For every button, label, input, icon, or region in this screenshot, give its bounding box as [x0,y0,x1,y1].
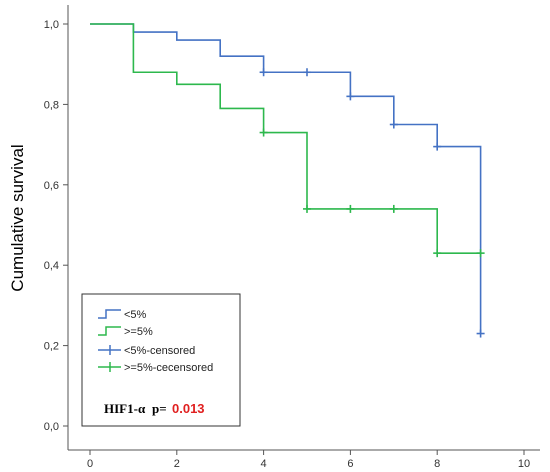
x-tick-label: 6 [347,458,353,470]
legend-box [81,293,241,427]
censor-mark [433,249,442,258]
series-line-1 [90,23,481,254]
legend-entry: >=5%-cecensored [98,362,213,374]
censor-mark [389,120,398,129]
censor-mark [433,142,442,151]
y-axis-title: Cumulative survival [8,144,27,291]
censor-mark [346,92,355,101]
censor-mark [346,204,355,213]
x-tick-label: 10 [518,458,530,470]
x-tick-label: 0 [87,458,93,470]
x-tick-label: 8 [434,458,440,470]
series-line-0 [90,23,482,334]
legend-label: >=5% [124,326,153,338]
x-tick-label: 2 [174,458,180,470]
y-tick-label: 0,8 [44,99,59,111]
y-tick-label: 0,4 [44,260,59,272]
y-tick-label: 0,2 [44,341,59,353]
censor-mark [259,68,268,77]
censor-mark [476,329,485,338]
censor-mark [259,128,268,137]
legend-swatch-step [98,326,121,336]
censor-mark [389,204,398,213]
censor-mark [303,204,311,213]
censor-mark [303,68,311,77]
annotation-p-label: p= [152,401,167,416]
x-tick-label: 4 [261,458,267,470]
legend-entry: <5%-censored [98,345,195,357]
legend: <5% >=5% <5%-censored >=5%-cecensored HIF1-α… [81,293,241,427]
annotation-label: HIF1-α [104,401,146,416]
y-tick-label: 0,6 [44,180,59,192]
legend-entry: <5% [98,309,147,321]
series-layer [90,23,485,338]
legend-label: <5%-censored [124,345,195,357]
legend-label: >=5%-cecensored [124,362,213,374]
legend-label: <5% [124,309,147,321]
y-tick-label: 0,0 [44,421,59,433]
y-tick-label: 1,0 [44,19,59,31]
annotation-p-value: 0.013 [172,401,205,416]
axes: 0,0 0,2 0,4 0,6 0,8 1,0 0 2 4 6 8 10 [44,5,540,470]
censor-mark [476,249,485,258]
legend-swatch-step [98,309,121,319]
legend-entry: >=5% [98,326,153,338]
